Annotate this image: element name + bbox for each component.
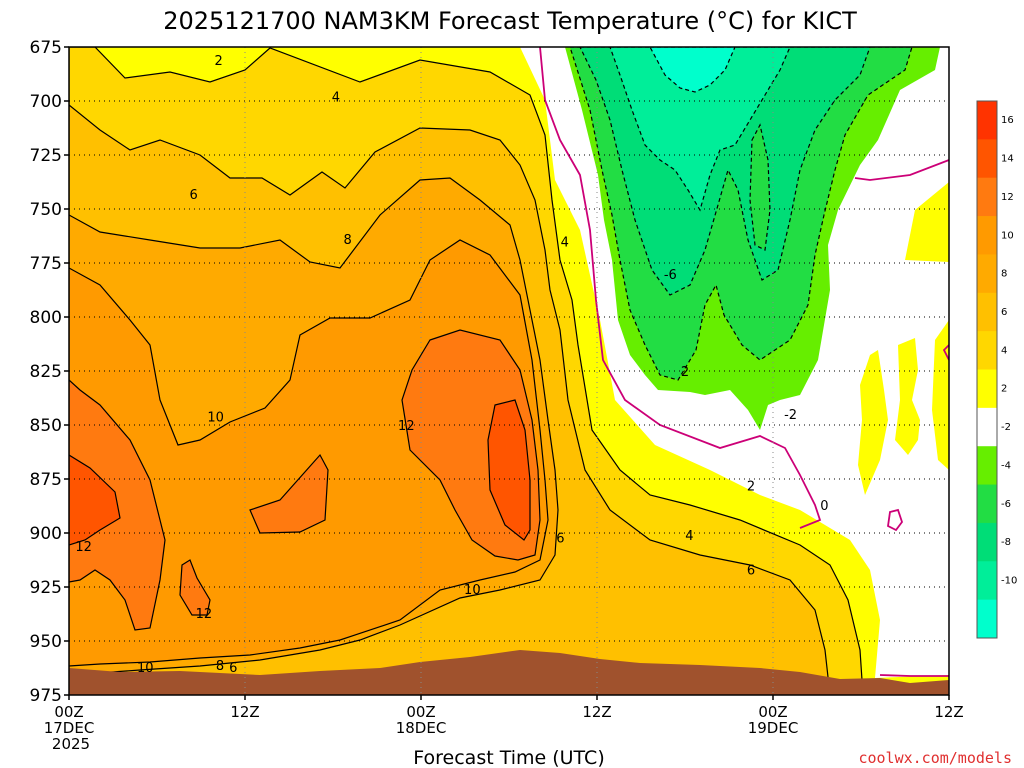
band-red-14-16-left — [69, 454, 121, 546]
x-tick-label: 12Z — [582, 703, 611, 721]
band-red-14-16-center — [487, 399, 531, 541]
y-tick-label: 875 — [30, 470, 62, 490]
colorbar-label: 16 — [1001, 115, 1014, 126]
x-axis-label: Forecast Time (UTC) — [413, 747, 604, 768]
colorbar: 16 14 12 10 8 6 4 2 -2 -4 -6 -8 -10 — [976, 100, 1017, 639]
gridlines — [69, 47, 949, 695]
colorbar-label: 6 — [1001, 307, 1007, 318]
contour-label: 10 — [464, 583, 481, 598]
contour-label: 4 — [685, 529, 693, 544]
terrain — [69, 650, 949, 695]
colorbar-label: -4 — [1001, 460, 1011, 471]
band-yellow-right-strip — [905, 182, 949, 262]
colorbar-label: 10 — [1001, 230, 1014, 241]
colorbar-label: -10 — [1001, 575, 1017, 586]
band-yellow-right-blob-b — [858, 350, 888, 495]
y-tick-label: 725 — [30, 146, 62, 166]
x-tick-label: 19DEC — [748, 719, 799, 737]
colorbar-swatch — [977, 561, 997, 601]
colorbar-swatch — [977, 139, 997, 179]
contour-label: 10 — [207, 410, 224, 425]
colorbar-swatch — [977, 599, 997, 639]
colorbar-label: -8 — [1001, 537, 1011, 548]
colorbar-swatch — [977, 101, 997, 140]
plot-area — [69, 47, 949, 695]
contour-label: 0 — [820, 499, 828, 514]
contour-label: 6 — [190, 188, 198, 203]
y-tick-label: 975 — [30, 686, 62, 706]
contour-label: 12 — [196, 607, 213, 622]
x-tick-label: 00Z — [54, 703, 83, 721]
y-tick-label: 925 — [30, 578, 62, 598]
colorbar-swatch — [977, 522, 997, 562]
band-orange-12-14-blob — [249, 453, 329, 534]
contour-label: -6 — [664, 268, 677, 283]
colorbar-swatch — [977, 369, 997, 409]
colorbar-label: 14 — [1001, 154, 1014, 165]
contour-label: 8 — [344, 233, 352, 248]
colorbar-frame — [976, 100, 998, 639]
colorbar-label: 2 — [1001, 384, 1007, 395]
y-tick-label: 775 — [30, 254, 62, 274]
contour-label: 12 — [75, 540, 92, 555]
contour-label: 4 — [332, 91, 340, 106]
x-tick-label: 12Z — [230, 703, 259, 721]
contour-zero-line-right — [854, 159, 949, 181]
x-tick-label: 00Z — [406, 703, 435, 721]
colorbar-swatch — [977, 177, 997, 217]
y-tick-label: 900 — [30, 524, 62, 544]
colorbar-swatch — [977, 484, 997, 524]
band-yellow-right-blob-a — [895, 338, 920, 455]
y-tick-label: 800 — [30, 308, 62, 328]
contour-zero-edge — [942, 344, 949, 361]
contour-label: 10 — [137, 661, 154, 676]
colorbar-swatch — [977, 254, 997, 294]
band-green-minus6-minus8-inner — [749, 123, 771, 251]
contour-label: 6 — [556, 531, 564, 546]
x-tick-label: 18DEC — [396, 719, 447, 737]
colorbar-swatch — [977, 407, 997, 447]
x-tick-label: 00Z — [758, 703, 787, 721]
band-yellow-right-blob-c — [932, 320, 949, 470]
contour-label: 8 — [216, 659, 224, 674]
chart-title: 2025121700 NAM3KM Forecast Temperature (… — [163, 7, 857, 35]
contour-label: 4 — [561, 235, 569, 250]
contour-label: 12 — [398, 419, 415, 434]
contour-label: -2 — [784, 408, 797, 423]
contour-zero-loop — [887, 508, 904, 532]
y-tick-label: 750 — [30, 200, 62, 220]
colorbar-swatch — [977, 216, 997, 255]
colorbar-swatch — [977, 331, 997, 370]
contour-label: 2 — [747, 479, 755, 494]
y-tick-label: 850 — [30, 416, 62, 436]
credit-text: coolwx.com/models — [858, 749, 1012, 767]
y-tick-label: 700 — [30, 92, 62, 112]
colorbar-swatch — [977, 446, 997, 486]
x-tick-label: 2025 — [52, 735, 90, 753]
y-axis: 675 700 725 750 775 800 825 850 875 900 925 950 975 — [30, 38, 69, 706]
y-tick-label: 825 — [30, 362, 62, 382]
contour-label: 2 — [214, 54, 222, 69]
colorbar-label: 12 — [1001, 192, 1014, 203]
y-tick-label: 950 — [30, 632, 62, 652]
band-cyan-minus10-minus12 — [649, 47, 736, 93]
colorbar-label: 4 — [1001, 345, 1007, 356]
colorbar-label: 8 — [1001, 269, 1007, 280]
x-tick-label: 12Z — [934, 703, 963, 721]
contour-label: 6 — [229, 661, 237, 676]
colorbar-label: -6 — [1001, 499, 1011, 510]
colorbar-swatch — [977, 292, 997, 332]
contour-zero-line-bottom — [879, 674, 949, 677]
y-tick-label: 675 — [30, 38, 62, 58]
contour-label: 2 — [681, 365, 689, 380]
colorbar-label: -2 — [1001, 422, 1011, 433]
contour-label: 6 — [747, 564, 755, 579]
x-tick-label: 17DEC — [44, 719, 95, 737]
contour-zero-line — [539, 47, 822, 529]
